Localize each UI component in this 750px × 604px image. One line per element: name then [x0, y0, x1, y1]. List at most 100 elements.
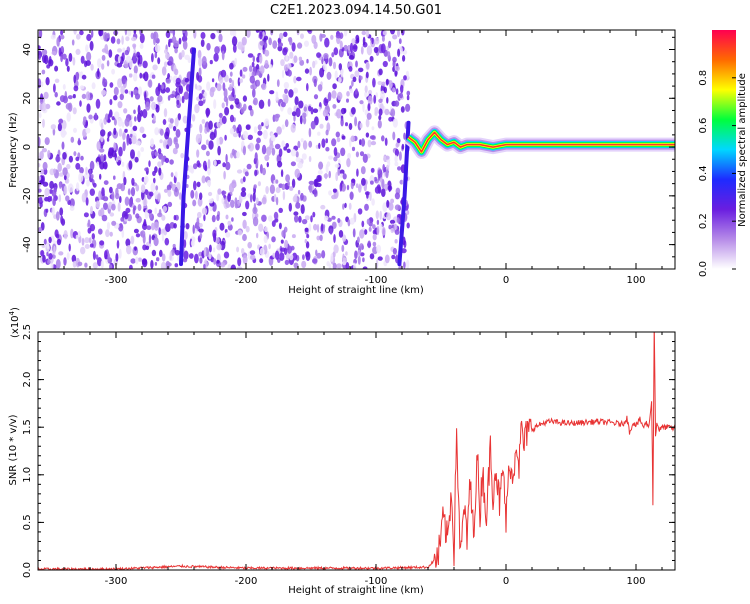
noise-cell — [109, 186, 113, 194]
noise-cell — [121, 228, 125, 238]
colorbar-tick-label: 0.6 — [698, 118, 709, 134]
noise-cell — [154, 44, 161, 53]
noise-cell — [225, 203, 231, 208]
noise-cell — [387, 51, 391, 60]
noise-cell — [318, 142, 321, 149]
noise-cell — [272, 134, 276, 142]
noise-cell — [200, 39, 205, 47]
noise-cell — [275, 187, 281, 194]
noise-cell — [161, 156, 164, 166]
noise-cell — [139, 72, 143, 79]
noise-cell — [271, 236, 276, 243]
noise-cell — [132, 207, 136, 215]
noise-cell — [289, 51, 294, 59]
noise-cell — [332, 61, 337, 70]
noise-cell — [307, 30, 312, 33]
snr-series-line — [38, 332, 675, 570]
noise-cell — [214, 46, 220, 55]
noise-cell — [151, 53, 154, 63]
noise-cell — [194, 253, 199, 264]
noise-cell — [45, 103, 51, 110]
noise-cell — [237, 229, 243, 236]
x-tick-label: -300 — [105, 275, 128, 286]
noise-cell — [308, 105, 312, 112]
noise-cell — [46, 251, 49, 257]
noise-cell — [376, 225, 380, 236]
noise-cell — [66, 65, 70, 72]
noise-cell — [381, 188, 386, 197]
noise-cell — [47, 195, 51, 203]
noise-cell — [167, 137, 173, 147]
noise-cell — [326, 71, 332, 80]
noise-cell — [47, 259, 51, 265]
noise-cell — [58, 172, 64, 177]
noise-cell — [227, 220, 232, 226]
noise-cell — [103, 180, 109, 186]
noise-cell — [245, 225, 250, 233]
noise-cell — [383, 154, 387, 162]
noise-cell — [77, 230, 81, 238]
noise-cell — [249, 75, 255, 84]
noise-cell — [119, 93, 125, 101]
noise-cell — [166, 184, 172, 191]
noise-cell — [197, 75, 203, 83]
noise-cell — [130, 235, 135, 245]
noise-cell — [159, 249, 163, 257]
noise-cell — [370, 141, 377, 146]
noise-cell — [62, 167, 68, 176]
noise-cell — [362, 153, 368, 163]
noise-cell — [67, 183, 74, 193]
noise-cell — [318, 161, 324, 170]
noise-cell — [380, 90, 385, 100]
noise-cell — [279, 252, 285, 261]
noise-cell — [165, 78, 171, 84]
noise-cell — [375, 210, 379, 220]
noise-cell — [357, 255, 361, 265]
noise-cell — [194, 83, 198, 90]
x-tick-label: 100 — [626, 275, 645, 286]
noise-cell — [405, 103, 411, 112]
snr-scale-note: (x104) — [8, 307, 21, 338]
noise-cell — [295, 157, 301, 163]
noise-cell — [287, 69, 292, 77]
noise-cell — [109, 264, 113, 269]
noise-cell — [131, 36, 137, 42]
noise-cell — [367, 139, 372, 148]
noise-cell — [237, 77, 241, 87]
noise-cell — [247, 134, 253, 140]
noise-cell — [351, 178, 356, 183]
snr-y-axis-label: SNR (10 * v/v) — [8, 414, 19, 485]
noise-cell — [240, 178, 244, 184]
noise-cell — [92, 250, 96, 260]
noise-cell — [300, 33, 304, 39]
noise-cell — [331, 90, 337, 99]
noise-cell — [198, 93, 203, 100]
y-tick-label: 1.5 — [22, 419, 33, 435]
noise-cell — [362, 266, 368, 269]
noise-cell — [318, 106, 321, 112]
noise-cell — [206, 42, 211, 51]
noise-cell — [148, 234, 152, 245]
noise-cell — [331, 194, 337, 200]
noise-cell — [293, 75, 297, 84]
noise-cell — [379, 210, 383, 220]
noise-cell — [181, 95, 185, 104]
noise-cell — [392, 131, 396, 141]
x-tick-label: 0 — [503, 275, 509, 286]
noise-cell — [240, 191, 247, 197]
noise-cell — [313, 223, 318, 231]
noise-cell — [312, 258, 318, 264]
noise-cell — [224, 106, 230, 116]
noise-cell — [99, 161, 105, 170]
noise-cell — [403, 132, 406, 140]
noise-cell — [164, 157, 170, 164]
noise-cell — [314, 178, 319, 188]
noise-cell — [304, 40, 309, 47]
noise-cell — [54, 91, 58, 98]
noise-cell — [310, 215, 313, 223]
noise-cell — [60, 34, 65, 40]
noise-cell — [323, 173, 329, 179]
noise-cell — [66, 112, 71, 122]
noise-cell — [357, 249, 361, 256]
noise-cell — [75, 71, 80, 81]
